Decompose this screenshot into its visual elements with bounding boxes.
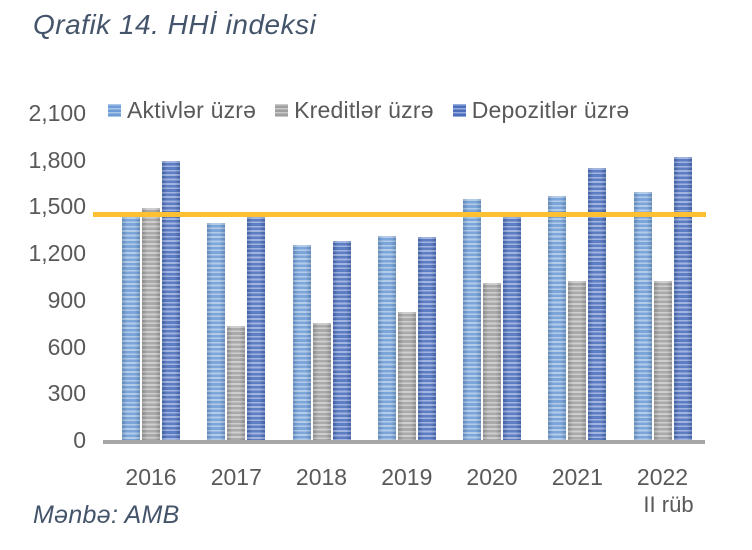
legend-item: Kreditlər üzrə (275, 97, 434, 124)
source-note: Mənbə: AMB (33, 501, 180, 529)
x-tick-sub-label: II rüb (643, 492, 694, 517)
bar-2019-series0 (377, 236, 396, 440)
x-tick-label: 2020 (466, 464, 518, 490)
y-tick-label: 600 (47, 333, 86, 360)
bar-2017-series1 (227, 326, 246, 440)
bar-2018-series1 (312, 323, 331, 440)
x-tick-label: 2018 (295, 464, 348, 490)
threshold-line (93, 211, 706, 217)
bar-2021-series1 (568, 281, 587, 440)
x-tick-label: 2022 (636, 464, 689, 490)
bar-2018-series0 (292, 244, 311, 440)
chart-title: Qrafik 14. HHİ indeksi (33, 9, 317, 40)
bar-2020-series2 (503, 217, 521, 440)
legend-marker-icon (452, 104, 466, 117)
bar-2016-series2 (162, 161, 180, 440)
bar-2018-series2 (332, 240, 351, 440)
legend-item: Depozitlər üzrə (452, 97, 630, 124)
legend-item: Aktivlər üzrə (108, 97, 256, 124)
x-axis-line (103, 440, 705, 444)
legend-label: Depozitlər üzrə (471, 97, 630, 123)
bar-2017-series0 (207, 222, 226, 440)
y-tick-label: 300 (47, 380, 86, 407)
y-tick-label: 1,800 (28, 146, 86, 173)
legend-label: Kreditlər üzrə (294, 97, 434, 123)
x-tick-label: 2017 (210, 464, 262, 490)
bar-2016-series1 (142, 207, 160, 440)
bar-2022-series0 (633, 192, 652, 440)
legend-label: Aktivlər üzrə (127, 97, 257, 123)
bar-2017-series2 (247, 217, 266, 440)
chart-legend: Aktivlər üzrə Kreditlər üzrə Depozitlər üz… (108, 97, 629, 124)
bar-2020-series0 (463, 199, 481, 440)
legend-marker-icon (108, 104, 121, 117)
y-tick-label: 1,500 (28, 193, 86, 220)
bar-2020-series1 (483, 282, 501, 440)
bar-2022-series2 (673, 156, 692, 440)
bar-2019-series1 (397, 312, 416, 440)
x-tick-label: 2019 (381, 464, 433, 490)
x-tick-label: 2021 (551, 464, 603, 490)
y-tick-label: 0 (73, 427, 86, 453)
y-tick-label: 900 (47, 286, 86, 313)
bar-2016-series0 (122, 217, 140, 440)
y-tick-label: 1,200 (28, 240, 86, 267)
legend-marker-icon (275, 104, 289, 117)
bar-2019-series2 (417, 236, 436, 440)
bar-2022-series1 (653, 281, 672, 440)
x-tick-label: 2016 (125, 464, 177, 490)
bar-2021-series0 (548, 195, 567, 440)
bar-2021-series2 (588, 167, 607, 440)
y-tick-label: 2,100 (28, 100, 86, 126)
